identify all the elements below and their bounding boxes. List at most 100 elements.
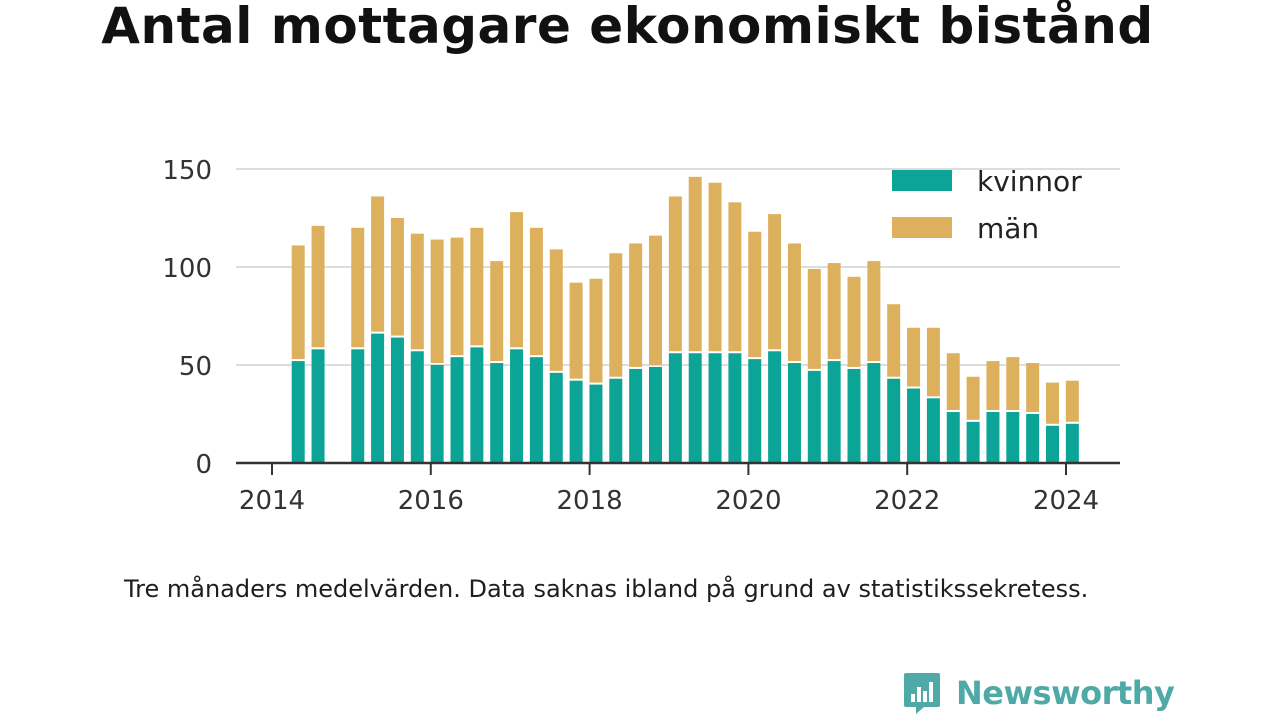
bar-kvinnor bbox=[986, 412, 1000, 463]
bar-man bbox=[728, 202, 742, 352]
x-tick-label: 2014 bbox=[239, 486, 305, 516]
chart-footnote: Tre månaders medelvärden. Data saknas ib… bbox=[124, 575, 1089, 603]
bar-kvinnor bbox=[827, 361, 841, 463]
bar-kvinnor bbox=[946, 412, 960, 463]
bar-kvinnor bbox=[708, 353, 722, 463]
bar-man bbox=[410, 233, 424, 350]
bar-kvinnor bbox=[787, 363, 801, 463]
bar-man bbox=[847, 276, 861, 367]
bar-kvinnor bbox=[1006, 412, 1020, 463]
bar-man bbox=[907, 327, 921, 387]
bar-man bbox=[291, 245, 305, 360]
bar-kvinnor bbox=[807, 370, 821, 463]
bar-man bbox=[490, 261, 504, 362]
bar-man bbox=[827, 263, 841, 360]
bar-kvinnor bbox=[867, 363, 881, 463]
bar-man bbox=[1006, 357, 1020, 411]
bar-kvinnor bbox=[470, 347, 484, 463]
bar-kvinnor bbox=[966, 421, 980, 463]
bar-kvinnor bbox=[629, 368, 643, 463]
bar-kvinnor bbox=[589, 384, 603, 463]
newsworthy-brand: Newsworthy bbox=[902, 668, 1175, 718]
bar-kvinnor bbox=[728, 353, 742, 463]
bar-kvinnor bbox=[668, 353, 682, 463]
bar-kvinnor bbox=[291, 361, 305, 463]
bar-kvinnor bbox=[609, 378, 623, 463]
bar-man bbox=[351, 227, 365, 348]
x-tick-label: 2024 bbox=[1033, 486, 1099, 516]
bar-man bbox=[807, 268, 821, 369]
bar-kvinnor bbox=[450, 357, 464, 463]
legend-swatch-kvinnor bbox=[892, 170, 952, 191]
bar-kvinnor bbox=[529, 357, 543, 463]
bar-man bbox=[1065, 380, 1079, 422]
x-tick-label: 2022 bbox=[874, 486, 940, 516]
bar-kvinnor bbox=[311, 349, 325, 463]
bar-kvinnor bbox=[1026, 414, 1040, 463]
newsworthy-logo-icon bbox=[904, 673, 940, 714]
bar-kvinnor bbox=[351, 349, 365, 463]
bar-man bbox=[787, 243, 801, 362]
bar-kvinnor bbox=[649, 366, 663, 463]
legend: kvinnor män bbox=[892, 165, 1082, 245]
bar-man bbox=[529, 227, 543, 356]
bar-man bbox=[569, 282, 583, 379]
brand-name: Newsworthy bbox=[956, 674, 1175, 712]
bar-man bbox=[390, 218, 404, 336]
legend-swatch-man bbox=[892, 217, 952, 238]
bar-kvinnor bbox=[390, 337, 404, 463]
bar-kvinnor bbox=[490, 363, 504, 463]
bar-man bbox=[430, 239, 444, 363]
bar-kvinnor bbox=[768, 351, 782, 463]
bar-man bbox=[688, 176, 702, 352]
bar-man bbox=[1046, 382, 1060, 424]
bar-man bbox=[510, 212, 524, 348]
bar-man bbox=[549, 249, 563, 371]
bar-man bbox=[629, 243, 643, 367]
bar-man bbox=[649, 235, 663, 365]
bar-man bbox=[926, 327, 940, 397]
bar-man bbox=[708, 182, 722, 352]
bar-man bbox=[748, 231, 762, 358]
bar-kvinnor bbox=[847, 368, 861, 463]
bar-kvinnor bbox=[907, 388, 921, 463]
bar-man bbox=[589, 278, 603, 383]
bar-man bbox=[768, 214, 782, 350]
bar-kvinnor bbox=[887, 378, 901, 463]
x-tick-label: 2020 bbox=[715, 486, 781, 516]
bar-man bbox=[966, 376, 980, 420]
bar-kvinnor bbox=[748, 359, 762, 463]
bar-man bbox=[371, 196, 385, 332]
x-tick-label: 2016 bbox=[398, 486, 464, 516]
bar-man bbox=[450, 237, 464, 356]
bar-kvinnor bbox=[410, 351, 424, 463]
legend-label-kvinnor: kvinnor bbox=[977, 165, 1082, 198]
bar-kvinnor bbox=[569, 380, 583, 463]
axes: 0 50 100 150 2014 2016 2018 2020 2022 2024 bbox=[162, 156, 1120, 516]
bar-kvinnor bbox=[1065, 423, 1079, 463]
y-tick-label: 100 bbox=[162, 254, 212, 284]
y-tick-label: 150 bbox=[162, 156, 212, 186]
bar-man bbox=[470, 227, 484, 346]
chart-title: Antal mottagare ekonomiskt bistånd bbox=[101, 0, 1154, 55]
bar-kvinnor bbox=[1046, 425, 1060, 463]
bars bbox=[291, 176, 1079, 463]
bar-man bbox=[311, 225, 325, 348]
bar-kvinnor bbox=[430, 365, 444, 463]
bar-kvinnor bbox=[549, 372, 563, 463]
bar-man bbox=[668, 196, 682, 352]
bar-man bbox=[887, 304, 901, 377]
y-tick-label: 0 bbox=[195, 450, 212, 480]
bar-man bbox=[946, 353, 960, 411]
bar-kvinnor bbox=[510, 349, 524, 463]
y-tick-label: 50 bbox=[179, 352, 212, 382]
x-tick-label: 2018 bbox=[557, 486, 623, 516]
bar-kvinnor bbox=[371, 333, 385, 463]
bar-man bbox=[986, 361, 1000, 411]
bar-man bbox=[609, 253, 623, 377]
legend-label-man: män bbox=[977, 212, 1039, 245]
bar-man bbox=[867, 261, 881, 362]
bar-kvinnor bbox=[926, 398, 940, 463]
bar-man bbox=[1026, 363, 1040, 412]
